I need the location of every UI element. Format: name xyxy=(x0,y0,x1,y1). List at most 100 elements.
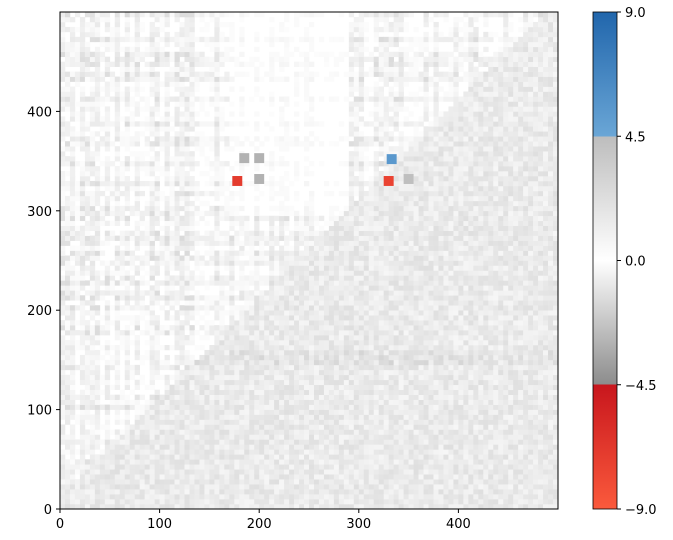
heatmap-cell xyxy=(139,51,145,58)
heatmap-cell xyxy=(134,394,140,400)
heatmap-cell xyxy=(259,320,265,326)
heatmap-cell xyxy=(84,121,91,127)
heatmap-cell xyxy=(194,205,200,212)
heatmap-cell xyxy=(309,106,315,112)
heatmap-cell xyxy=(244,340,250,346)
heatmap-cell xyxy=(229,295,235,301)
heatmap-cell xyxy=(209,489,215,495)
heatmap-cell xyxy=(264,419,270,425)
heatmap-cell xyxy=(269,340,275,346)
heatmap-cell xyxy=(229,424,235,430)
heatmap-cell xyxy=(234,494,240,500)
heatmap-cell xyxy=(124,61,131,67)
heatmap-cell xyxy=(304,86,310,92)
heatmap-cell xyxy=(124,235,131,241)
heatmap-cell xyxy=(373,409,380,415)
heatmap-cell xyxy=(299,464,305,470)
heatmap-cell xyxy=(64,51,71,58)
heatmap-cell xyxy=(124,250,131,256)
heatmap-cell xyxy=(368,404,375,410)
heatmap-cell xyxy=(209,146,215,152)
heatmap-cell xyxy=(174,449,180,455)
heatmap-cell xyxy=(79,325,86,331)
heatmap-cell xyxy=(294,330,300,336)
heatmap-cell xyxy=(139,255,145,261)
heatmap-cell xyxy=(189,275,195,281)
heatmap-cell xyxy=(279,474,285,480)
heatmap-cell xyxy=(224,494,230,500)
heatmap-cell xyxy=(149,439,155,445)
heatmap-cell xyxy=(194,81,200,87)
heatmap-cell xyxy=(74,419,81,425)
heatmap-cell xyxy=(204,464,210,470)
heatmap-cell xyxy=(323,479,330,485)
heatmap-cell xyxy=(239,171,245,177)
heatmap-cell xyxy=(134,335,140,341)
heatmap-cell xyxy=(204,295,210,301)
heatmap-cell xyxy=(209,250,215,256)
heatmap-cell xyxy=(204,190,210,197)
heatmap-cell xyxy=(328,374,335,381)
heatmap-cell xyxy=(348,499,355,505)
heatmap-cell xyxy=(279,335,285,341)
heatmap-cell xyxy=(373,335,380,341)
heatmap-cell xyxy=(239,399,245,405)
heatmap-cell xyxy=(189,300,195,306)
heatmap-cell xyxy=(259,330,265,336)
heatmap-cell xyxy=(363,205,370,212)
heatmap-cell xyxy=(184,16,190,23)
heatmap-cell xyxy=(189,270,195,276)
heatmap-cell xyxy=(99,56,106,62)
heatmap-cell xyxy=(309,210,315,217)
heatmap-cell xyxy=(358,320,365,326)
heatmap-cell xyxy=(294,121,300,127)
heatmap-cell xyxy=(229,389,235,395)
heatmap-cell xyxy=(323,354,330,361)
heatmap-cell xyxy=(244,394,250,400)
heatmap-cell xyxy=(184,310,190,316)
heatmap-cell xyxy=(149,504,155,509)
heatmap-cell xyxy=(79,504,86,509)
heatmap-cell xyxy=(214,419,220,425)
heatmap-cell xyxy=(348,71,355,77)
heatmap-cell xyxy=(249,354,255,361)
heatmap-cell xyxy=(179,26,185,33)
heatmap-cell xyxy=(254,290,260,296)
heatmap-cell xyxy=(363,96,370,102)
heatmap-cell xyxy=(209,305,215,311)
heatmap-cell xyxy=(244,280,250,286)
heatmap-cell xyxy=(269,31,275,38)
heatmap-cell xyxy=(214,275,220,281)
heatmap-cell xyxy=(154,434,160,440)
heatmap-cell xyxy=(229,56,235,62)
heatmap-cell xyxy=(373,81,380,87)
heatmap-cell xyxy=(114,449,121,455)
heatmap-cell xyxy=(373,16,380,23)
heatmap-cell xyxy=(318,414,325,420)
heatmap-cell xyxy=(234,349,240,356)
heatmap-cell xyxy=(99,126,106,132)
heatmap-cell xyxy=(363,86,370,92)
heatmap-cell xyxy=(373,225,380,231)
heatmap-cell xyxy=(174,56,180,62)
heatmap-cell xyxy=(274,404,280,410)
heatmap-cell xyxy=(74,320,81,326)
heatmap-cell xyxy=(194,76,200,82)
heatmap-cell xyxy=(378,285,384,291)
heatmap-cell xyxy=(69,389,76,395)
heatmap-cell xyxy=(244,260,250,266)
heatmap-cell xyxy=(343,310,350,316)
heatmap-cell xyxy=(378,374,384,381)
heatmap-cell xyxy=(229,21,235,28)
heatmap-cell xyxy=(179,310,185,316)
heatmap-cell xyxy=(60,61,66,67)
heatmap-cell xyxy=(259,141,265,147)
heatmap-cell xyxy=(348,439,355,445)
heatmap-cell xyxy=(328,245,335,251)
heatmap-cell xyxy=(69,315,76,321)
heatmap-cell xyxy=(294,111,300,117)
heatmap-cell xyxy=(159,21,165,28)
heatmap-cell xyxy=(343,399,350,405)
heatmap-cell xyxy=(279,454,285,460)
heatmap-cell xyxy=(104,16,111,23)
